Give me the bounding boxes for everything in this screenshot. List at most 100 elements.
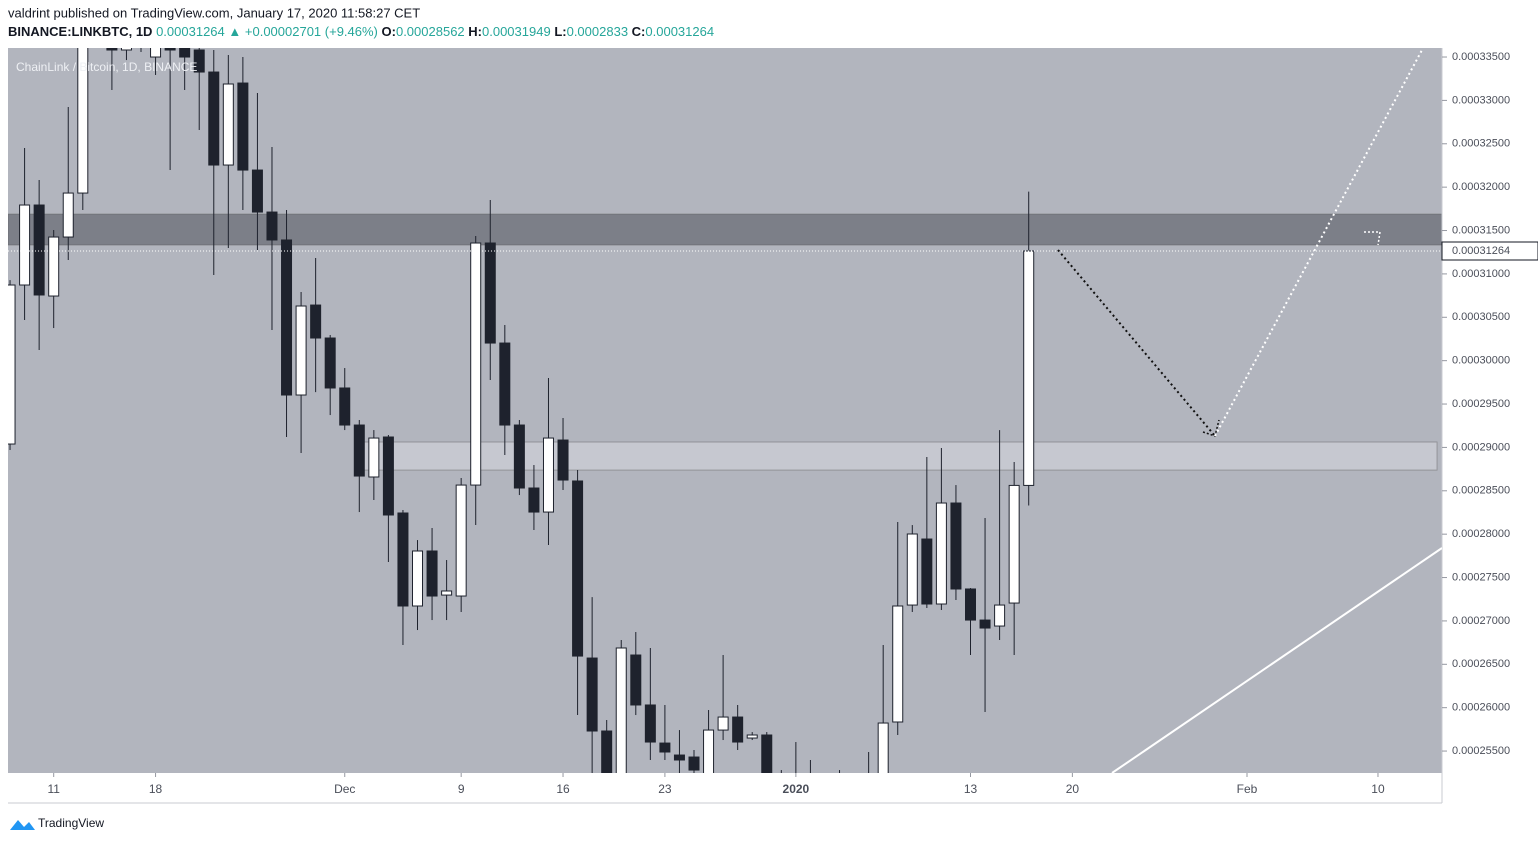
candle-body [877,722,889,773]
x-tick-label: 9 [458,782,465,796]
candle-body [630,654,642,706]
y-tick-label: 0.00025500 [1452,745,1510,757]
change: +0.00002701 (+9.46%) [245,24,378,39]
l-value: 0.0002833 [567,24,628,39]
candle-body [164,48,176,51]
last-price: 0.00031264 [156,24,225,39]
candle-body [849,785,859,800]
candle-body [673,754,685,761]
watermark: ChainLink / Bitcoin, 1D, BINANCE [16,60,197,74]
candle-body [208,71,220,166]
candle-body [965,588,977,621]
candle-body [106,48,118,51]
candle-body [310,304,322,339]
candle-body [382,436,394,516]
candle-body [864,775,874,790]
y-tick-label: 0.00033500 [1452,51,1510,63]
projection-down [1057,249,1216,437]
x-tick-label: 16 [556,782,570,796]
candle-body [761,734,773,773]
candle-body [120,48,132,51]
candle-body [455,484,467,597]
candle-body [513,424,525,489]
trend-line [1111,547,1442,773]
c-value: 0.00031264 [645,24,714,39]
candle-body [484,242,496,344]
candle-body [324,337,336,389]
candle-body [703,729,715,773]
candle-body [994,604,1006,627]
o-label: O: [382,24,396,39]
last-price-label: 0.00031264 [1452,245,1510,257]
candle-body [644,704,656,743]
y-tick-label: 0.00027500 [1452,571,1510,583]
candle-body [77,48,89,194]
logo-icon [10,820,35,830]
candle-body [979,619,991,629]
symbol: BINANCE:LINKBTC, 1D [8,24,152,39]
plot [8,48,1442,800]
candle-body [601,730,613,773]
x-tick-label: 2020 [783,782,810,796]
candle-body [281,239,293,396]
y-tick-label: 0.00031500 [1452,224,1510,236]
h-label: H: [468,24,482,39]
candle-body [572,480,584,657]
candle-body [33,204,45,296]
zone [357,441,1438,471]
x-tick-label: 13 [964,782,978,796]
candle-body [62,192,74,238]
y-tick-label: 0.00027000 [1452,615,1510,627]
candle-body [820,790,830,800]
y-tick-label: 0.00031000 [1452,268,1510,280]
y-tick-label: 0.00029000 [1452,441,1510,453]
y-tick-label: 0.00028500 [1452,485,1510,497]
arrow-head [1364,231,1381,246]
candle-body [48,236,60,297]
candle-body [8,284,16,445]
x-tick-label: Feb [1237,782,1258,796]
candle-body [339,387,351,426]
o-value: 0.00028562 [396,24,465,39]
candle-body [746,734,758,739]
y-tick-label: 0.00032500 [1452,138,1510,150]
x-tick-label: Dec [334,782,355,796]
candle-body [295,305,307,396]
y-tick-label: 0.00026000 [1452,702,1510,714]
y-tick-label: 0.00026500 [1452,658,1510,670]
candle-body [368,437,380,478]
candle-body [935,502,947,605]
y-tick-label: 0.00030000 [1452,355,1510,367]
arrow: ▲ [228,24,241,39]
candle-body [557,439,569,481]
candle-body [150,48,162,58]
candle-body [251,169,263,213]
candle-body [397,512,409,607]
footer-logo: TradingView [10,816,104,830]
x-tick-label: 10 [1371,782,1385,796]
last-price-box [1441,241,1538,261]
candle-body [426,550,438,597]
candle-body [688,756,700,771]
candle-body [266,211,278,241]
candle-body [586,657,598,732]
c-label: C: [632,24,646,39]
candle-body [528,487,540,513]
x-tick-label: 18 [149,782,163,796]
y-tick-label: 0.00033000 [1452,94,1510,106]
candle-body [906,533,918,606]
candle-body [499,342,511,426]
quote-line: BINANCE:LINKBTC, 1D 0.00031264 ▲ +0.0000… [8,24,714,39]
x-tick-label: 11 [47,782,60,796]
candle-body [1008,484,1020,604]
y-tick-label: 0.00029500 [1452,398,1510,410]
candle-body [412,550,424,607]
y-tick-label: 0.00030500 [1452,311,1510,323]
candle-body [193,49,205,73]
candle-body [615,647,627,773]
projection-up [1214,49,1423,437]
candle-body [542,437,554,513]
candle-body [892,605,904,723]
x-tick-label: 23 [658,782,672,796]
